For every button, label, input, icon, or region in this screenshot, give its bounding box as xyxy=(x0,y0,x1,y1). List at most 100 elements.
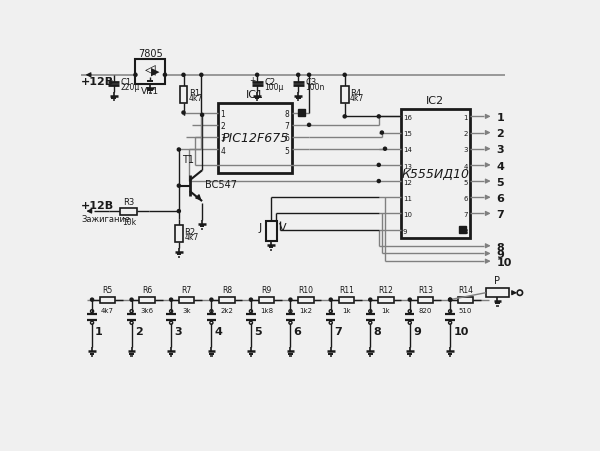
Bar xyxy=(298,110,305,116)
Circle shape xyxy=(182,74,185,77)
Text: 6: 6 xyxy=(293,326,301,336)
Text: 3: 3 xyxy=(174,326,182,336)
Text: 5: 5 xyxy=(464,179,468,185)
Text: 10: 10 xyxy=(403,212,412,218)
Text: 7805: 7805 xyxy=(138,49,163,59)
Circle shape xyxy=(449,299,452,302)
Circle shape xyxy=(308,74,311,77)
Bar xyxy=(175,226,183,242)
Text: R2: R2 xyxy=(184,227,196,236)
Circle shape xyxy=(182,112,185,115)
Circle shape xyxy=(250,299,253,302)
Text: 100μ: 100μ xyxy=(264,83,283,92)
Circle shape xyxy=(343,74,346,77)
Text: 10: 10 xyxy=(497,258,512,267)
Bar xyxy=(136,60,165,85)
Circle shape xyxy=(178,210,181,213)
Text: Зажигание: Зажигание xyxy=(81,215,130,224)
Text: ▶: ▶ xyxy=(151,67,160,77)
Text: 8: 8 xyxy=(497,242,505,252)
Text: 4k7: 4k7 xyxy=(189,94,203,103)
Text: 3k6: 3k6 xyxy=(140,307,154,313)
Text: 1: 1 xyxy=(95,326,103,336)
Bar xyxy=(401,110,470,239)
Text: К555ИД10: К555ИД10 xyxy=(401,167,469,180)
Text: 1: 1 xyxy=(221,110,226,119)
Circle shape xyxy=(130,299,133,302)
Circle shape xyxy=(377,164,380,167)
Circle shape xyxy=(289,299,292,302)
Text: 2: 2 xyxy=(221,122,226,131)
Circle shape xyxy=(163,74,166,77)
Text: 4k7: 4k7 xyxy=(101,307,114,313)
Text: 4: 4 xyxy=(221,147,226,156)
Circle shape xyxy=(256,74,259,77)
Text: 510: 510 xyxy=(459,307,472,313)
Text: 4k7: 4k7 xyxy=(184,232,199,241)
Circle shape xyxy=(329,299,332,302)
Text: T1: T1 xyxy=(182,155,194,165)
Text: BC547: BC547 xyxy=(205,180,237,190)
Text: +: + xyxy=(106,76,112,85)
Text: 7: 7 xyxy=(497,210,505,220)
Text: 1k8: 1k8 xyxy=(260,307,273,313)
Bar xyxy=(218,104,292,173)
Circle shape xyxy=(517,290,523,296)
Circle shape xyxy=(449,299,452,302)
Text: 1k2: 1k2 xyxy=(299,307,313,313)
Text: ◁: ◁ xyxy=(145,63,155,77)
Text: 1: 1 xyxy=(497,113,505,123)
Text: 12: 12 xyxy=(403,179,412,185)
Text: R13: R13 xyxy=(418,285,433,295)
Text: 6: 6 xyxy=(497,193,505,203)
Bar xyxy=(266,221,277,242)
Text: R5: R5 xyxy=(103,285,113,295)
Circle shape xyxy=(178,185,181,188)
Text: IC2: IC2 xyxy=(427,96,445,106)
Text: R10: R10 xyxy=(298,285,313,295)
Text: 3: 3 xyxy=(221,134,226,143)
Circle shape xyxy=(380,132,383,135)
Text: 10k: 10k xyxy=(122,218,136,227)
Text: C3: C3 xyxy=(305,78,316,87)
Text: 100n: 100n xyxy=(305,83,325,92)
Circle shape xyxy=(369,299,372,302)
Text: 16: 16 xyxy=(403,115,412,121)
Text: 7: 7 xyxy=(334,326,341,336)
Text: 4: 4 xyxy=(464,163,468,169)
Circle shape xyxy=(210,299,213,302)
Circle shape xyxy=(408,299,412,302)
Text: +12В: +12В xyxy=(81,201,115,211)
Text: R1: R1 xyxy=(189,89,200,98)
Text: R7: R7 xyxy=(181,285,192,295)
Text: 220μ: 220μ xyxy=(121,83,140,92)
Circle shape xyxy=(296,74,300,77)
Circle shape xyxy=(200,114,203,117)
Bar xyxy=(458,297,473,304)
Text: 5: 5 xyxy=(497,177,504,188)
Text: 7: 7 xyxy=(463,212,468,218)
Text: 8: 8 xyxy=(285,110,290,119)
Circle shape xyxy=(343,115,346,119)
Text: 14: 14 xyxy=(403,147,412,153)
Text: V: V xyxy=(279,223,286,233)
Bar xyxy=(338,297,354,304)
Text: 820: 820 xyxy=(419,307,432,313)
Text: 2: 2 xyxy=(134,326,142,336)
Text: 4k7: 4k7 xyxy=(350,94,364,103)
Text: P: P xyxy=(494,276,500,285)
Text: 9: 9 xyxy=(413,326,421,336)
Circle shape xyxy=(134,74,137,77)
Bar xyxy=(418,297,433,304)
Bar xyxy=(219,297,235,304)
Circle shape xyxy=(170,299,173,302)
Bar xyxy=(341,87,349,104)
Text: 3: 3 xyxy=(497,145,504,155)
Text: R11: R11 xyxy=(339,285,353,295)
Text: R14: R14 xyxy=(458,285,473,295)
Text: 3k: 3k xyxy=(182,307,191,313)
Text: 8: 8 xyxy=(373,326,381,336)
Bar xyxy=(179,297,194,304)
Text: 1: 1 xyxy=(463,115,468,121)
Bar xyxy=(121,208,137,216)
